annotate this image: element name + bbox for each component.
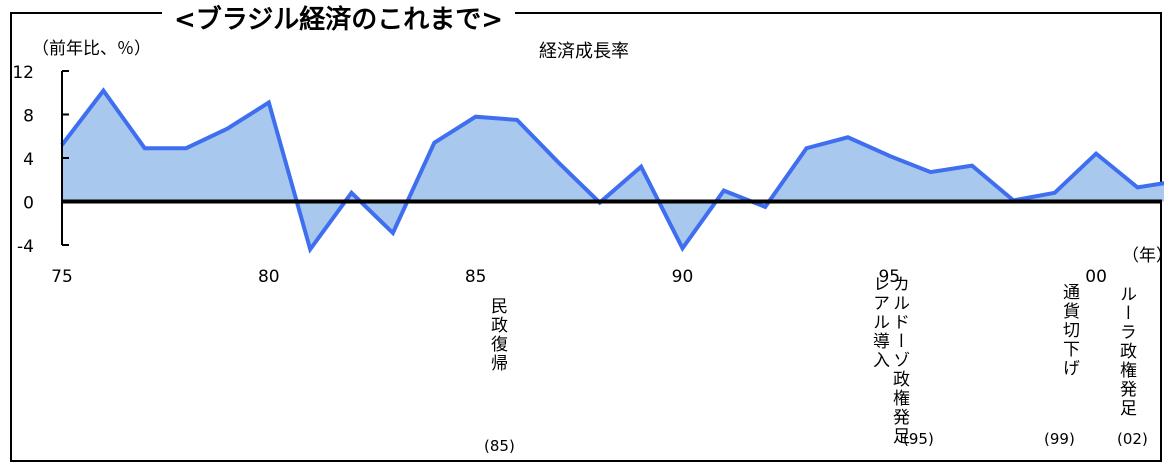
x-ticks: 75 80 85 90 95 00 <box>51 267 1107 287</box>
y-axis-label: （前年比、％） <box>32 39 151 59</box>
chart-title: 経済成長率 <box>539 41 629 62</box>
x-axis-label: （年） <box>1122 246 1164 266</box>
x-tick-label: 85 <box>465 267 487 287</box>
x-tick-label: 90 <box>672 267 694 287</box>
event-85-year: (85) <box>484 437 515 455</box>
growth-line <box>60 87 1164 254</box>
y-tick-label: 4 <box>23 150 34 170</box>
y-tick-label: 0 <box>23 194 34 214</box>
event-99-label: 通貨切下げ <box>1059 283 1079 378</box>
x-tick-label: 00 <box>1085 267 1107 287</box>
event-85-label: 民政復帰 <box>487 297 507 373</box>
x-tick-label: 80 <box>258 267 280 287</box>
event-95-year: (95) <box>903 430 934 448</box>
y-tick-label: -4 <box>17 237 34 257</box>
y-ticks: 12 8 4 0 -4 <box>12 63 69 257</box>
growth-area <box>62 90 1164 250</box>
event-02-year: (02) <box>1117 430 1148 448</box>
x-tick-label: 75 <box>51 267 73 287</box>
y-tick-label: 8 <box>23 107 34 127</box>
page-title: <ブラジル経済のこれまで> <box>162 6 516 34</box>
y-tick-label: 12 <box>12 63 34 83</box>
x-tick-label: 95 <box>878 267 900 287</box>
event-95-label: カルドーゾ政権発足 レアル導入 <box>869 275 909 446</box>
event-99-year: (99) <box>1044 430 1075 448</box>
event-02-label: ルーラ政権発足 <box>1116 285 1136 418</box>
